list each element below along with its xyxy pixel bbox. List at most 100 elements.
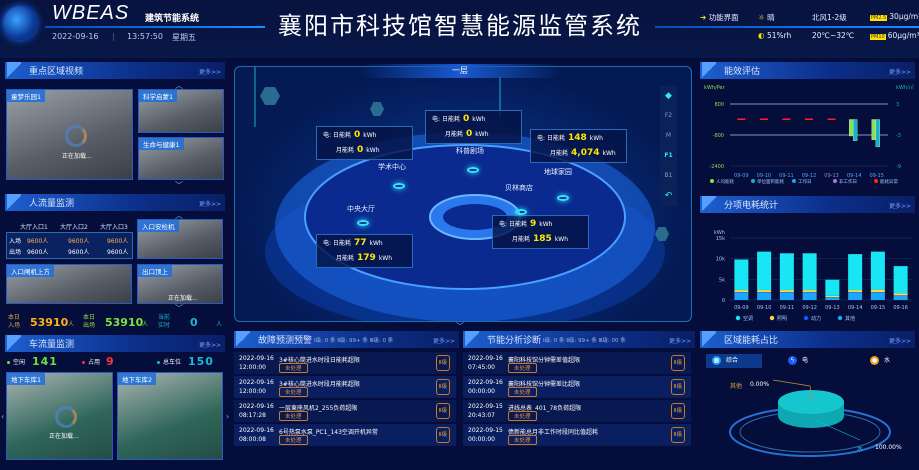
more-link[interactable]: 更多>> [888,338,911,345]
camera-feed[interactable]: 生命与健康1 [138,137,224,180]
location-pin-icon[interactable] [557,195,569,201]
y-axis-label: kWh/Per [704,85,726,91]
floor-f1[interactable]: F1 [664,152,673,159]
tab-water[interactable]: ● 水 [870,354,890,368]
area-label[interactable]: 贝林商店 [505,184,533,192]
more-link[interactable]: 更多>> [888,203,911,210]
location-pin-icon[interactable] [467,167,479,173]
floor-title: 一层 [360,64,560,78]
area-energy-card[interactable]: 电: 日能耗 9 kWh 月能耗 185 kWh [492,215,589,249]
location-pin-icon[interactable] [357,220,369,226]
more-link[interactable]: 更多>> [198,69,221,76]
area-label[interactable]: 学术中心 [378,163,406,171]
level-button[interactable]: Ⅱ级 [671,427,685,443]
header-divider [655,26,919,28]
legend-label: 非工作日 [839,178,857,185]
back-arrow-icon[interactable]: ↶ [664,191,673,201]
row-label: 出场 [9,249,22,256]
area-energy-card[interactable]: 电: 日能耗 0 kWh 月能耗 0 kWh [316,126,413,160]
level-button[interactable]: Ⅱ级 [671,403,685,419]
area-label[interactable]: 中央大厅 [347,205,375,213]
bar-segment-照明 [825,295,840,298]
entries-today: 53910 [30,316,69,329]
bar-segment-其他 [757,292,772,300]
pm10-value: 60μg/m³ [887,31,919,40]
area-energy-card[interactable]: 电: 日能耗 0 kWh 月能耗 0 kWh [425,110,522,144]
legend-label: 照明 [777,316,787,322]
panel-title: 人流量监测 [29,199,75,209]
floor-map[interactable] [234,66,692,322]
location-pin-icon[interactable] [393,183,405,189]
area-energy-card[interactable]: 电: 日能耗 148 kWh 月能耗 4,074 kWh [530,129,627,163]
location-pin-icon[interactable] [515,209,527,215]
anomaly-marker [805,118,813,120]
function-link[interactable]: ➜ 功能界面 [700,12,739,23]
bar-segment-空调 [802,253,817,291]
area-energy-card[interactable]: 电: 日能耗 77 kWh 月能耗 179 kWh [316,234,413,268]
alert-row[interactable]: 2022-09-16 08:17:28 一层東座风机2_255负荷超限 未处理 Ⅱ级 [234,400,456,422]
more-link[interactable]: 更多>> [668,338,691,345]
camera-feed[interactable]: 科学启蒙1 [138,89,224,133]
weather-label: 晴 [767,13,775,22]
alert-row[interactable]: 2022-09-16 12:00:00 3#核心筒进水时段月能耗超限 未处理 Ⅱ级 [234,376,456,398]
chevron-up-icon[interactable]: ︿ [175,211,183,220]
lightning-icon: ϟ [788,356,797,365]
chevron-down-icon[interactable]: ﹀ [456,322,464,331]
chevron-down-icon[interactable]: ﹀ [175,181,183,190]
chevron-up-icon[interactable]: ︿ [175,81,183,90]
level-button[interactable]: Ⅱ级 [436,427,450,443]
3d-cube-icon[interactable]: ◆ [665,91,672,101]
chevron-down-icon[interactable]: ﹀ [175,304,183,313]
camera-feed[interactable]: 童梦乐园1 正在加载... [6,89,133,180]
chevron-right-icon[interactable]: › [226,412,230,421]
panel-header-fault: 故障预测预警 Ⅰ级: 0 条 Ⅱ级: 99+ 条 Ⅲ级: 0 条 更多>> [234,331,459,348]
alert-row[interactable]: 2022-09-16 12:00:00 3#核心筒进水时段日能耗超限 未处理 Ⅱ级 [234,352,456,374]
alert-time: 00:00:00 [468,388,495,395]
stat-label: 当前 实时 [158,314,171,329]
x-tick-label: 09-15 [871,305,886,311]
alert-row[interactable]: 2022-09-16 07:45:00 襄阳科技馆分钟需差值超限 未处理 Ⅱ级 [463,352,691,374]
alert-row[interactable]: 2022-09-15 00:00:00 债新能总月非工作时段同比值超耗 未处理 Ⅱ级 [463,424,691,446]
camera-feed[interactable]: 入口闸机上方 [6,264,132,304]
month-energy: 月能耗 179 kWh [336,253,393,263]
floor-selector[interactable]: ◆ F2 M F1 B1 ↶ [660,86,677,206]
tab-combined[interactable]: ▦ 综合 [706,354,762,368]
bar-segment-其他 [779,292,794,300]
legend-marker [710,179,714,183]
more-link[interactable]: 更多>> [198,201,221,208]
level-button[interactable]: Ⅱ级 [436,379,450,395]
alert-row[interactable]: 2022-09-16 00:00:00 襄阳科技馆分钟需差比超限 未处理 Ⅱ级 [463,376,691,398]
status-badge: 未处理 [279,411,308,421]
camera-feed[interactable]: 入口安检机 [137,219,223,259]
camera-feed[interactable]: 地下车库1 正在加载... [6,372,113,460]
alert-date: 2022-09-16 [468,355,503,362]
x-tick-label: 09-14 [847,173,862,179]
humidity-icon: ◐ [758,31,765,40]
camera-feed[interactable]: 出口顶上 正在加载... [137,264,223,304]
alert-time: 12:00:00 [239,388,266,395]
floor-m[interactable]: M [665,132,672,139]
legend-marker [837,315,843,321]
level-button[interactable]: Ⅱ级 [436,355,450,371]
alert-row[interactable]: 2022-09-15 20:43:07 进线总表_401_78负荷超限 未处理 Ⅱ级 [463,400,691,422]
cube-decoration-icon [655,227,669,241]
y2-axis-label: kWh/㎡ [896,84,914,91]
more-link[interactable]: 更多>> [198,342,221,349]
level-button[interactable]: Ⅱ级 [671,379,685,395]
column-header: 大厅入口1 [20,224,48,231]
level-button[interactable]: Ⅱ级 [671,355,685,371]
more-link[interactable]: 更多>> [432,338,455,345]
more-link[interactable]: 更多>> [888,69,911,76]
alert-row[interactable]: 2022-09-16 08:00:08 6号热泵水泵_PC1_143空调开机异常未… [234,424,456,446]
area-label[interactable]: 科普剧场 [456,147,484,155]
alert-description: 襄阳科技馆分钟需差值超限 [508,357,581,364]
level-button[interactable]: Ⅱ级 [436,403,450,419]
chevron-left-icon[interactable]: ‹ [1,412,5,421]
used-label: 占用 [82,357,100,366]
area-label[interactable]: 地球家园 [544,168,572,176]
floor-f2[interactable]: F2 [664,112,673,119]
alert-time: 12:00:00 [239,364,266,371]
camera-feed[interactable]: 地下车库2 [117,372,223,460]
floor-b1[interactable]: B1 [664,172,673,179]
